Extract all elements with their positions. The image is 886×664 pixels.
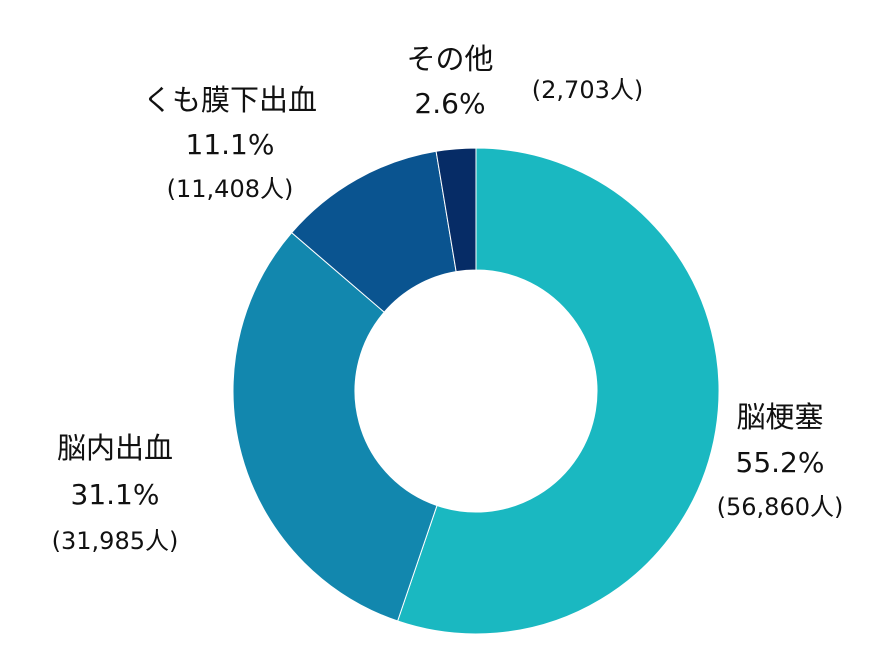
slice-count-other: (2,703人): [520, 78, 655, 102]
slice-intracerebral-hemorrhage: [232, 231, 438, 622]
slice-count-cerebral-infarction: (56,860人): [716, 493, 844, 521]
slice-label-intracerebral-hemorrhage: 脳内出血 31.1% (31,985人): [40, 431, 190, 555]
slice-percent-subarachnoid-hemorrhage: 11.1%: [185, 128, 275, 161]
slice-percent-other: 2.6%: [414, 87, 486, 120]
slice-label-subarachnoid-hemorrhage: くも膜下出血 11.1% (11,408人): [130, 83, 330, 203]
slice-other: [435, 147, 477, 273]
slice-name-other: その他: [406, 42, 494, 76]
slice-count-intracerebral-hemorrhage: (31,985人): [51, 527, 179, 555]
slice-count-subarachnoid-hemorrhage: (11,408人): [166, 175, 294, 203]
slice-label-other: その他 2.6%: [395, 45, 505, 118]
slice-count-other-text: (2,703人): [531, 76, 644, 104]
slice-cerebral-infarction: [396, 147, 720, 635]
donut-slices: [232, 147, 720, 635]
slice-percent-cerebral-infarction: 55.2%: [735, 446, 825, 479]
slice-percent-intracerebral-hemorrhage: 31.1%: [70, 478, 160, 511]
slice-name-subarachnoid-hemorrhage: くも膜下出血: [142, 83, 317, 117]
slice-name-cerebral-infarction: 脳梗塞: [736, 400, 824, 434]
slice-name-intracerebral-hemorrhage: 脳内出血: [56, 431, 173, 465]
slice-label-cerebral-infarction: 脳梗塞 55.2% (56,860人): [700, 400, 860, 521]
